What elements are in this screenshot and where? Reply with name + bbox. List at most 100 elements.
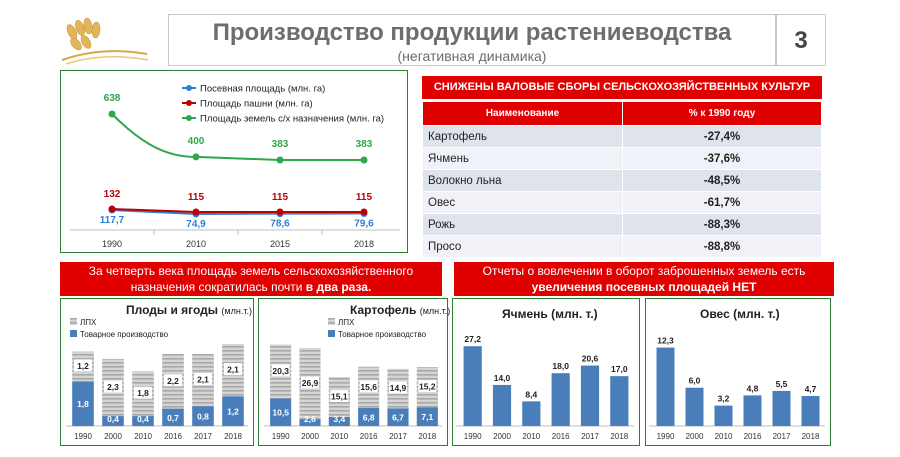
bar-segment-commercial (132, 416, 154, 426)
bar (772, 390, 791, 426)
bar-label-bg (271, 364, 290, 377)
bar-value-label: 1,8 (77, 399, 89, 409)
crop-name: Просо (422, 235, 623, 258)
x-tick-label: 2000 (301, 432, 319, 441)
x-tick-label: 2010 (186, 239, 206, 249)
page-title: Производство продукции растениеводства (212, 19, 732, 46)
data-point (276, 208, 284, 216)
table-row: Просо -88,8% (422, 235, 822, 258)
x-tick-label: 2010 (330, 432, 348, 441)
bar-value-label: 15,6 (360, 382, 377, 392)
legend-marker (186, 100, 192, 106)
bar-value-label: 20,6 (582, 354, 599, 364)
sown-area-line1: Отчеты о вовлечении в оборот заброшенных… (482, 264, 806, 278)
bar-label-bg (74, 359, 92, 372)
x-tick-label: 2010 (134, 432, 152, 441)
bar-value-label: 4,8 (747, 383, 759, 393)
x-tick-label: 2010 (522, 432, 540, 441)
bar-value-label: 2,3 (107, 382, 119, 392)
bar-value-label: 1,2 (227, 407, 239, 417)
legend-label: Товарное производство (338, 330, 427, 339)
land-reduction-line1: За четверть века площадь земель сельскох… (88, 264, 414, 278)
x-tick-label: 1990 (464, 432, 482, 441)
bar-segment-commercial (72, 381, 94, 426)
bar-value-label: 6,7 (392, 413, 404, 423)
crop-value: -61,7% (622, 191, 822, 214)
bar (492, 384, 512, 426)
barley-chart-title: Ячмень (млн. т.) (502, 307, 598, 321)
crop-name: Овес (422, 191, 623, 214)
bar-value-label: 14,9 (390, 383, 407, 393)
bar-label-bg (330, 390, 349, 403)
header-box: Производство продукции растениеводства (… (168, 14, 776, 66)
data-label: 115 (188, 192, 205, 203)
x-tick-label: 2017 (581, 432, 599, 441)
legend-label: Товарное производство (80, 330, 169, 339)
bar-value-label: 7,1 (421, 412, 433, 422)
data-point (192, 153, 200, 161)
bar-value-label: 12,3 (657, 336, 674, 346)
x-tick-label: 2018 (224, 432, 242, 441)
data-label: 638 (104, 93, 121, 104)
crop-value: -88,3% (622, 213, 822, 236)
bar-segment-commercial (270, 398, 292, 426)
wheat-logo (61, 17, 149, 65)
x-tick-label: 2016 (360, 432, 378, 441)
x-tick-label: 2018 (418, 432, 436, 441)
x-tick-label: 2015 (270, 239, 290, 249)
data-point (108, 110, 116, 118)
bar (656, 347, 675, 426)
bar-value-label: 27,2 (464, 334, 481, 344)
bar-segment-commercial (299, 419, 321, 426)
x-tick-label: 2000 (686, 432, 704, 441)
x-tick-label: 2018 (354, 239, 374, 249)
data-label: 383 (356, 139, 373, 150)
x-tick-label: 1990 (657, 432, 675, 441)
bar-value-label: 6,8 (363, 413, 375, 423)
bar-label-bg (134, 386, 152, 399)
legend-swatch (70, 318, 77, 325)
x-tick-label: 1990 (272, 432, 290, 441)
bar-value-label: 6,0 (689, 376, 701, 386)
legend-label: Площадь земель с/х назначения (млн. га) (200, 114, 384, 125)
series-line (111, 209, 365, 216)
data-point (276, 156, 284, 164)
x-tick-label: 2017 (773, 432, 791, 441)
bar-value-label: 20,3 (272, 366, 289, 376)
land-reduction-line2: назначения сократилась почти в два раза. (130, 280, 372, 294)
crop-value: -27,4% (622, 125, 822, 148)
column-header-value: % к 1990 году (622, 101, 822, 126)
crop-value: -48,5% (622, 169, 822, 192)
bar-label-bg (164, 374, 182, 387)
crop-value: -88,8% (622, 235, 822, 258)
x-tick-label: 2000 (104, 432, 122, 441)
bar-label-bg (359, 380, 378, 393)
data-point (192, 208, 200, 216)
data-label: 383 (272, 139, 289, 150)
crop-name: Ячмень (422, 147, 623, 170)
bar (714, 405, 733, 426)
bar-label-bg (418, 380, 437, 393)
bar (610, 376, 629, 426)
legend-label: ЛПХ (338, 318, 355, 327)
table-row: Овес -61,7% (422, 191, 822, 214)
table-row: Ячмень -37,6% (422, 147, 822, 170)
bar-segment-commercial (222, 396, 244, 426)
data-label: 79,6 (354, 219, 374, 230)
bar (801, 396, 820, 426)
column-header-name: Наименование (422, 101, 623, 126)
legend-label: Посевная площадь (млн. га) (200, 84, 325, 95)
bar-value-label: 2,1 (227, 365, 239, 375)
data-point (108, 205, 116, 213)
oats-bar-chart: 12,3 1990 6,0 2000 3,2 2010 4,8 2016 5,5 2017 4,7 2… (649, 336, 825, 441)
bar-value-label: 15,1 (331, 392, 348, 402)
crops-table: Наименование % к 1990 году Картофель -27,… (422, 101, 822, 258)
x-tick-label: 1990 (74, 432, 92, 441)
x-tick-label: 2016 (744, 432, 762, 441)
legend-swatch (328, 318, 335, 325)
bar-value-label: 0,4 (107, 414, 119, 424)
data-label: 115 (272, 192, 289, 203)
bar-value-label: 0,4 (137, 414, 149, 424)
bar-value-label: 26,9 (302, 378, 319, 388)
table-row: Волокно льна -48,5% (422, 169, 822, 192)
